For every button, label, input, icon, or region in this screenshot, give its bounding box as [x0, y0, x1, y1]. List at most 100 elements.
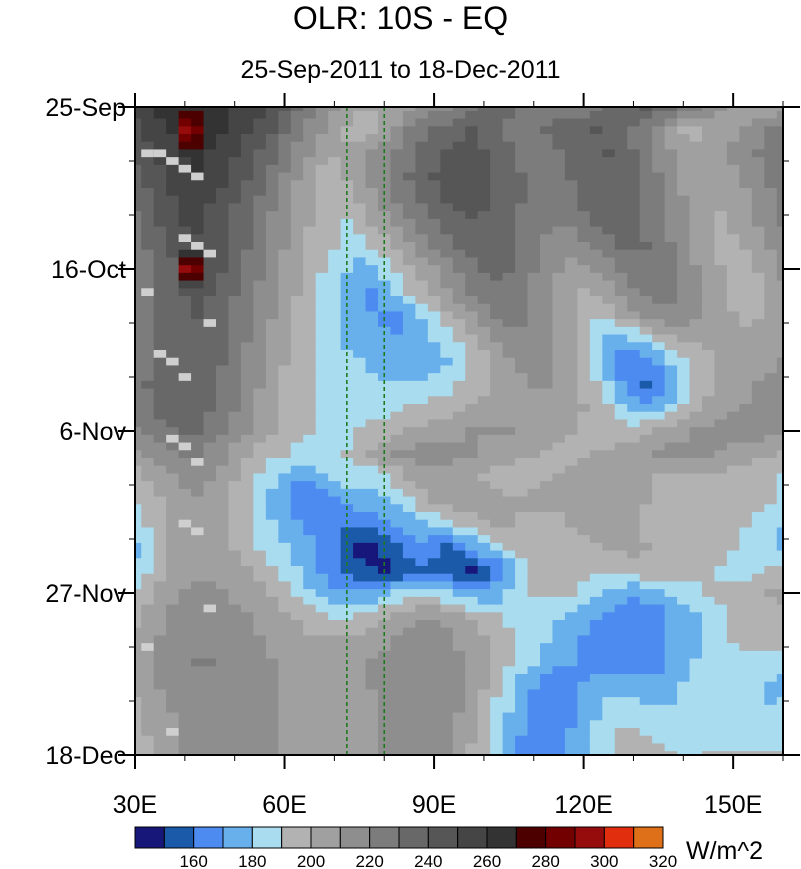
olr-cell	[328, 365, 342, 374]
olr-cell	[153, 720, 167, 729]
olr-cell	[552, 141, 566, 151]
olr-cell	[135, 172, 142, 181]
olr-cell	[402, 604, 416, 613]
olr-cell	[328, 681, 342, 691]
olr-cell	[253, 203, 267, 212]
olr-cell	[677, 342, 691, 351]
olr-cell	[415, 149, 429, 158]
olr-cell	[452, 658, 466, 667]
olr-cell	[614, 720, 628, 729]
olr-cell	[689, 234, 703, 243]
olr-cell	[390, 118, 404, 127]
olr-cell	[602, 620, 616, 629]
olr-cell	[328, 728, 342, 737]
olr-cell	[764, 751, 778, 755]
olr-cell	[477, 627, 491, 637]
olr-cell	[515, 481, 529, 490]
olr-cell	[228, 110, 242, 120]
olr-cell	[589, 211, 603, 220]
olr-cell	[278, 481, 292, 490]
olr-cell	[290, 458, 304, 467]
olr-cell	[390, 589, 404, 598]
olr-cell	[614, 311, 628, 320]
olr-cell	[726, 458, 740, 467]
olr-cell	[427, 107, 441, 112]
olr-cell	[639, 326, 653, 336]
olr-cell	[726, 265, 740, 274]
olr-cell	[216, 350, 230, 359]
olr-cell	[166, 311, 180, 320]
olr-cell	[191, 195, 205, 205]
olr-cell	[278, 249, 292, 259]
olr-cell	[751, 488, 765, 498]
olr-cell	[714, 164, 728, 174]
olr-cell	[776, 110, 783, 120]
olr-cell	[303, 326, 317, 336]
olr-cell	[527, 288, 541, 297]
olr-cell	[290, 589, 304, 598]
olr-cell	[639, 627, 653, 637]
olr-cell	[527, 164, 541, 174]
olr-cell	[465, 666, 479, 675]
olr-cell	[265, 134, 279, 143]
olr-cell	[353, 504, 367, 513]
olr-cell	[353, 249, 367, 259]
olr-cell	[290, 164, 304, 174]
olr-cell	[153, 496, 167, 505]
olr-cell	[764, 249, 778, 259]
olr-cell	[440, 720, 454, 729]
olr-cell	[515, 350, 529, 359]
olr-cell	[153, 195, 167, 205]
olr-cell	[639, 211, 653, 220]
olr-cell	[751, 134, 765, 143]
olr-cell	[515, 596, 529, 606]
olr-cell	[477, 689, 491, 698]
olr-cell	[614, 535, 628, 544]
olr-cell	[340, 149, 354, 158]
olr-cell	[589, 303, 603, 313]
olr-cell	[602, 728, 616, 737]
olr-cell	[627, 211, 641, 220]
olr-cell	[677, 712, 691, 721]
x-tick-label: 60E	[262, 791, 306, 819]
olr-cell	[415, 141, 429, 151]
olr-cell	[265, 242, 279, 251]
olr-cell	[265, 107, 279, 112]
olr-cell	[228, 118, 242, 127]
olr-cell	[490, 573, 504, 583]
olr-cell	[141, 581, 155, 590]
olr-cell	[153, 635, 167, 644]
olr-cell	[540, 249, 554, 259]
olr-cell	[440, 527, 454, 536]
olr-cell	[253, 496, 267, 505]
olr-cell	[527, 126, 541, 135]
olr-cell	[216, 573, 230, 583]
olr-cell	[515, 519, 529, 529]
olr-cell	[652, 473, 666, 482]
olr-cell	[216, 643, 230, 652]
olr-cell	[726, 504, 740, 513]
olr-cell	[564, 442, 578, 451]
olr-cell	[764, 512, 778, 521]
olr-cell	[315, 172, 329, 181]
olr-cell	[415, 535, 429, 544]
olr-cell	[290, 110, 304, 120]
olr-cell	[502, 488, 516, 498]
olr-cell	[452, 373, 466, 382]
olr-cell	[365, 396, 379, 405]
olr-cell	[135, 311, 142, 320]
olr-cell	[303, 203, 317, 212]
olr-cell	[589, 720, 603, 729]
olr-cell	[340, 604, 354, 613]
olr-cell	[240, 180, 254, 189]
olr-cell	[353, 666, 367, 675]
olr-cell	[540, 419, 554, 428]
olr-cell	[714, 620, 728, 629]
olr-cell	[714, 450, 728, 459]
olr-cell	[178, 473, 192, 482]
olr-cell	[502, 434, 516, 444]
olr-cell	[527, 627, 541, 637]
olr-cell	[490, 365, 504, 374]
olr-cell	[577, 288, 591, 297]
olr-cell	[440, 288, 454, 297]
